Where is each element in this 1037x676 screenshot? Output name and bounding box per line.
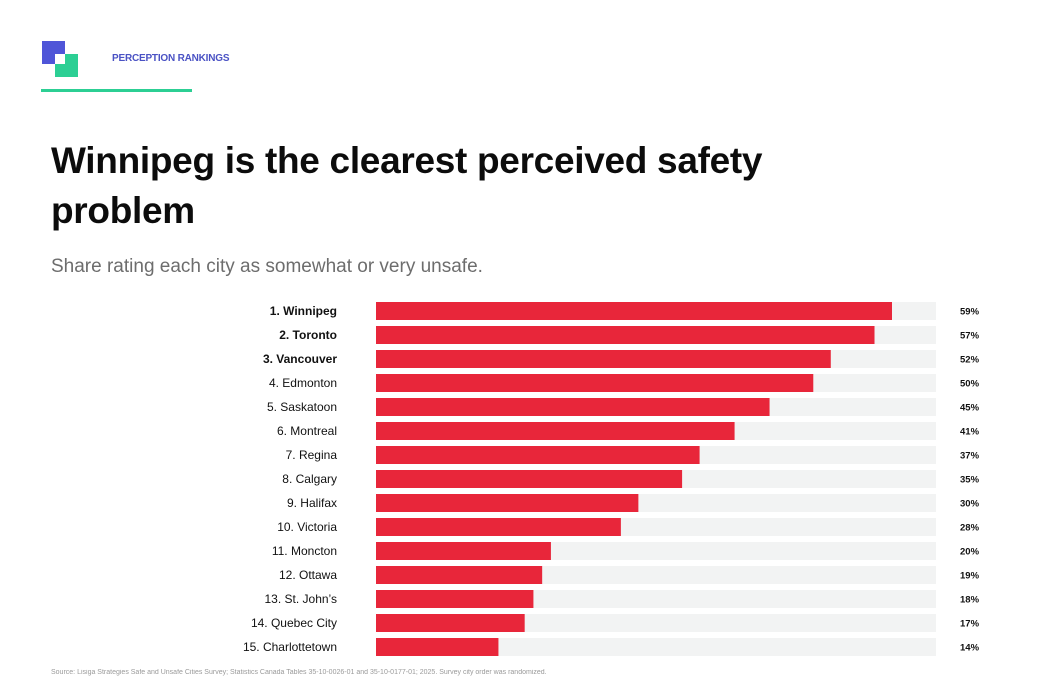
page-title: Winnipeg is the clearest perceived safet… [51, 140, 763, 231]
category-label: 13. St. John’s [265, 592, 338, 606]
value-label: 41% [960, 427, 980, 438]
section-label: PERCEPTION RANKINGS [112, 53, 230, 64]
category-label: 10. Victoria [277, 520, 337, 534]
category-label: 11. Moncton [272, 544, 337, 558]
value-label: 57% [960, 331, 980, 342]
bar [376, 470, 683, 488]
bar-track [376, 638, 936, 656]
bar [376, 446, 700, 464]
value-label: 14% [960, 643, 980, 654]
category-label: 15. Charlottetown [243, 640, 337, 654]
bar [376, 398, 770, 416]
category-label: 7. Regina [286, 448, 338, 462]
category-label: 5. Saskatoon [267, 400, 337, 414]
bar [376, 518, 621, 536]
category-label: 3. Vancouver [263, 352, 337, 366]
value-label: 28% [960, 523, 980, 534]
bar [376, 302, 892, 320]
bar [376, 326, 875, 344]
category-label: 4. Edmonton [269, 376, 337, 390]
category-label: 14. Quebec City [251, 616, 337, 630]
bar [376, 614, 525, 632]
category-label: 9. Halifax [287, 496, 337, 510]
category-label: 1. Winnipeg [270, 304, 337, 318]
value-label: 30% [960, 499, 980, 510]
header-divider [41, 89, 192, 92]
bar [376, 422, 735, 440]
value-label: 18% [960, 595, 980, 606]
bar [376, 542, 551, 560]
value-label: 45% [960, 403, 980, 414]
category-label: 12. Ottawa [279, 568, 337, 582]
value-label: 59% [960, 307, 980, 318]
bar [376, 350, 831, 368]
value-label: 35% [960, 475, 980, 486]
brand-logo [42, 41, 78, 79]
page-subtitle: Share rating each city as somewhat or ve… [51, 256, 483, 277]
bar [376, 566, 543, 584]
category-label: 2. Toronto [279, 328, 337, 342]
value-label: 50% [960, 379, 980, 390]
value-label: 20% [960, 547, 980, 558]
bar [376, 374, 814, 392]
bar [376, 590, 534, 608]
bar [376, 638, 499, 656]
source-footnote: Source: Lisiga Strategies Safe and Unsaf… [51, 669, 547, 676]
category-label: 6. Montreal [277, 424, 337, 438]
value-label: 19% [960, 571, 980, 582]
category-label: 8. Calgary [282, 472, 337, 486]
value-label: 52% [960, 355, 980, 366]
bar [376, 494, 639, 512]
value-label: 37% [960, 451, 980, 462]
value-label: 17% [960, 619, 980, 630]
